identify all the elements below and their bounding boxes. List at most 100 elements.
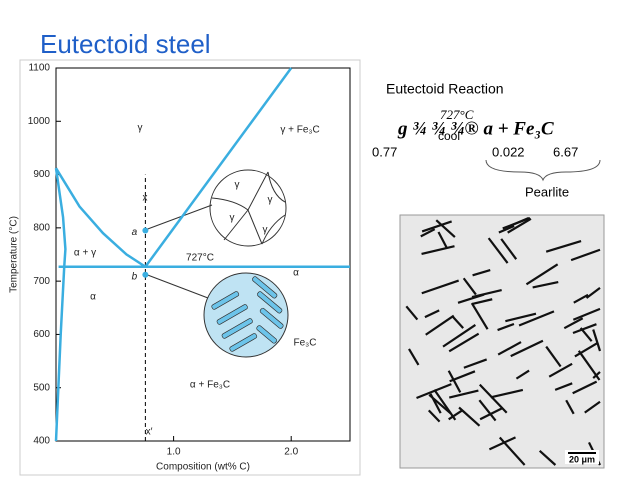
lamella: [545, 240, 582, 253]
y-tick-label: 1100: [28, 63, 50, 74]
lamella: [570, 248, 601, 262]
phase-label: α: [90, 292, 96, 303]
phase-boundary: [54, 167, 147, 268]
plot-frame: [55, 67, 351, 442]
point: [142, 271, 149, 278]
lamella: [427, 409, 441, 423]
lamella: [572, 307, 601, 321]
callout: [144, 273, 209, 299]
lamella: [472, 269, 491, 277]
lamella: [502, 216, 531, 230]
point-label: b: [132, 271, 138, 282]
lamella: [471, 288, 502, 299]
y-tick-label: 700: [33, 276, 50, 287]
lamella: [585, 286, 601, 299]
phase-label: x: [143, 193, 148, 204]
lamella: [462, 277, 477, 296]
lamella: [538, 449, 557, 466]
lamella: [548, 362, 573, 378]
slide-title: Eutectoid steel: [40, 29, 211, 59]
lamella: [437, 231, 448, 249]
lamella: [478, 399, 497, 422]
product: Pearlite: [525, 184, 569, 199]
y-tick-label: 800: [33, 222, 50, 233]
reaction-equation: g ¾ ¾ ¾® a + Fe₃C: [397, 118, 554, 139]
callout: [144, 204, 213, 231]
lamella: [498, 224, 515, 234]
lamella: [525, 263, 559, 286]
lamella: [572, 323, 597, 334]
phase-label: α + γ: [74, 248, 96, 259]
phase-label: γ: [138, 123, 143, 134]
reaction-condition: cool: [438, 129, 460, 143]
inset-label: γ: [235, 180, 240, 191]
lamella: [463, 358, 488, 369]
lamella: [448, 409, 464, 421]
lamella: [545, 345, 562, 368]
y-axis-label: Temperature (°C): [9, 216, 20, 293]
inset-label: γ: [263, 225, 268, 236]
reaction-temperature: 727°C: [440, 107, 474, 122]
lamella: [584, 400, 601, 414]
phase-label: x′: [146, 427, 153, 438]
lamella: [425, 314, 455, 336]
lamella: [479, 406, 504, 421]
lamella: [507, 217, 532, 234]
x-axis-label: Composition (wt% C): [156, 462, 250, 473]
lamella: [592, 329, 602, 352]
x-tick-label: 1.0: [167, 447, 181, 458]
inset-label: γ: [230, 213, 235, 224]
lamella: [424, 309, 440, 319]
lamella: [421, 220, 453, 233]
lamella: [572, 380, 598, 395]
y-tick-label: 600: [33, 329, 50, 340]
phase-boundary: [144, 67, 293, 268]
lamella: [488, 436, 516, 451]
lamella: [579, 327, 593, 342]
composition: 6.67: [553, 144, 578, 159]
reaction-heading: Eutectoid Reaction: [386, 81, 504, 97]
phase-label: 727°C: [186, 253, 214, 264]
lamella: [448, 332, 480, 353]
inset-pearlite: [203, 272, 289, 358]
composition: 0.77: [372, 144, 397, 159]
lamella: [442, 323, 477, 348]
lamella: [471, 298, 493, 306]
lamella: [421, 245, 455, 256]
lamella: [420, 228, 436, 238]
lamella: [435, 219, 456, 238]
lamella: [470, 302, 489, 330]
lamella: [500, 238, 518, 260]
phase-label: γ + Fe₃C: [280, 125, 319, 136]
inset-label: γ: [268, 195, 273, 206]
lamella: [532, 280, 559, 289]
phase-label: α + Fe₃C: [190, 380, 230, 391]
lamella: [554, 382, 573, 391]
lamella: [565, 399, 575, 415]
y-tick-label: 900: [33, 169, 50, 180]
point: [142, 227, 149, 234]
lamella: [447, 370, 462, 393]
lamella: [448, 389, 479, 399]
lamella: [451, 315, 464, 329]
y-tick-label: 1000: [28, 116, 51, 127]
phase-label: Fe₃C: [294, 338, 317, 349]
lamella: [405, 305, 419, 321]
x-tick-label: 2.0: [284, 447, 298, 458]
lamella: [408, 348, 420, 366]
lamella: [433, 389, 457, 421]
lamella: [497, 341, 522, 356]
brace: [485, 159, 601, 182]
phase-boundary: [54, 167, 67, 442]
composition: 0.022: [492, 144, 525, 159]
lamella: [498, 436, 526, 466]
lamella: [497, 322, 515, 332]
lamella: [510, 339, 544, 358]
inset-gamma: [209, 169, 287, 247]
micrograph: 20 μm: [399, 214, 605, 469]
lamella: [487, 237, 509, 264]
lamella: [574, 341, 599, 358]
y-tick-label: 500: [33, 382, 50, 393]
lamella: [592, 371, 601, 379]
lamella: [421, 279, 460, 295]
